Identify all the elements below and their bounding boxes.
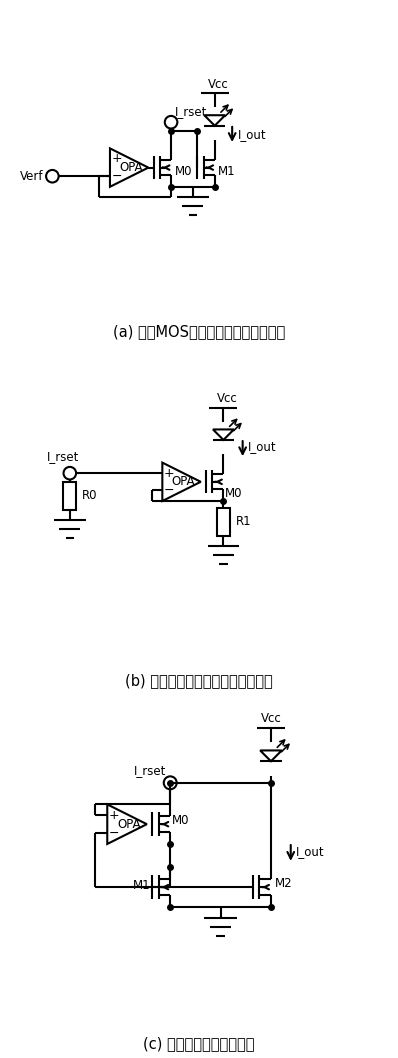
Text: I_out: I_out bbox=[237, 128, 266, 141]
Text: M0: M0 bbox=[225, 487, 243, 500]
Text: Vcc: Vcc bbox=[217, 393, 237, 405]
Text: M1: M1 bbox=[218, 165, 236, 178]
Bar bbox=[217, 508, 230, 536]
Text: OPA: OPA bbox=[119, 161, 142, 175]
Text: I_rset: I_rset bbox=[47, 450, 79, 462]
Text: (c) 拟合工作区的恒流模块: (c) 拟合工作区的恒流模块 bbox=[143, 1036, 255, 1051]
Text: +: + bbox=[111, 152, 122, 165]
Text: Verf: Verf bbox=[20, 169, 44, 183]
Text: OPA: OPA bbox=[117, 818, 140, 831]
Text: (b) 基于电流负反馈结构的恒流模块: (b) 基于电流负反馈结构的恒流模块 bbox=[125, 673, 273, 689]
Text: −: − bbox=[111, 169, 122, 183]
Text: M0: M0 bbox=[175, 165, 192, 178]
Text: I_out: I_out bbox=[296, 844, 325, 858]
Text: Vcc: Vcc bbox=[208, 78, 228, 91]
Text: +: + bbox=[164, 467, 174, 479]
Text: M0: M0 bbox=[172, 814, 189, 827]
Text: M1: M1 bbox=[133, 879, 150, 892]
Text: M2: M2 bbox=[275, 877, 292, 890]
Text: OPA: OPA bbox=[172, 475, 195, 489]
Text: +: + bbox=[109, 808, 119, 822]
Text: I_rset: I_rset bbox=[175, 105, 207, 118]
Text: −: − bbox=[164, 484, 174, 497]
Text: R0: R0 bbox=[82, 490, 98, 503]
Text: R1: R1 bbox=[236, 515, 251, 528]
Text: Vcc: Vcc bbox=[261, 712, 281, 726]
Text: −: − bbox=[109, 826, 119, 840]
Bar bbox=[63, 481, 76, 510]
Text: (a) 基于MOS管饱和区特性的恒流模块: (a) 基于MOS管饱和区特性的恒流模块 bbox=[113, 324, 285, 340]
Text: I_out: I_out bbox=[248, 440, 277, 454]
Text: I_rset: I_rset bbox=[134, 764, 167, 777]
